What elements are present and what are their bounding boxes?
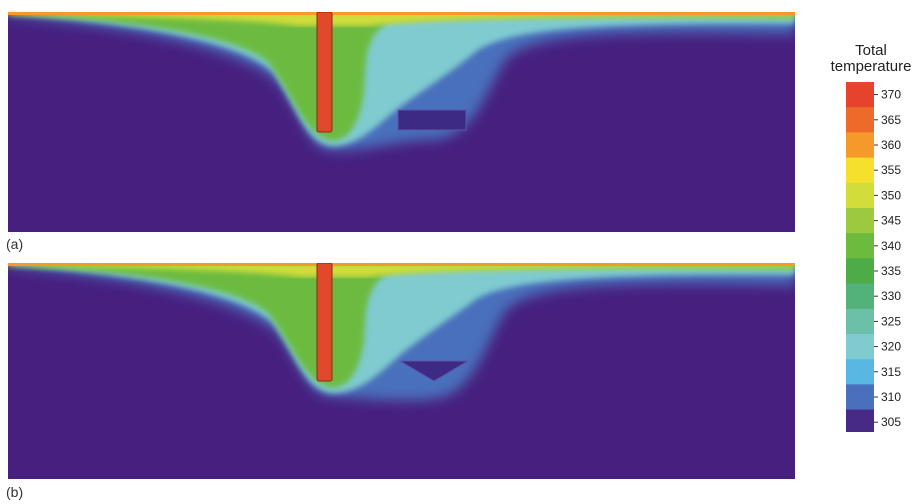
colorbar-tick-label: 325 xyxy=(881,314,901,328)
colorbar-tick-label: 340 xyxy=(881,239,901,253)
panel-a-label: (a) xyxy=(6,236,24,252)
colorbar-tick-label: 350 xyxy=(881,188,901,202)
colorbar-swatch xyxy=(846,283,874,310)
colorbar-tick-label: 330 xyxy=(881,289,901,303)
colorbar-tick-label: 365 xyxy=(881,113,901,127)
colorbar-tick-label: 360 xyxy=(881,138,901,152)
colorbar-swatch xyxy=(846,334,874,360)
panel-b-contour-plot xyxy=(8,263,795,479)
triangular-obstacle xyxy=(398,360,470,382)
colorbar-tick-label: 335 xyxy=(881,264,901,278)
rectangular-obstacle xyxy=(397,109,467,131)
colorbar-swatch xyxy=(846,82,874,108)
colorbar-swatch xyxy=(846,384,874,411)
colorbar-title-line1: Total xyxy=(855,42,887,59)
colorbar-swatch xyxy=(846,208,874,234)
colorbar-tick-label: 305 xyxy=(881,415,901,429)
colorbar-swatch xyxy=(846,157,874,184)
colorbar-tick-label: 370 xyxy=(881,88,901,102)
colorbar-tick-label: 310 xyxy=(881,390,901,404)
colorbar-swatch xyxy=(846,182,874,209)
colorbar-title-line2: temperature xyxy=(830,58,912,75)
colorbar-swatch xyxy=(846,258,874,285)
colorbar-tick-label: 355 xyxy=(881,163,901,177)
colorbar-legend: 370 365 360 355 350 345 340 335 330 325 320 315 310 3… xyxy=(846,82,901,432)
colorbar-swatch xyxy=(846,107,874,133)
heated-plate xyxy=(316,12,333,133)
colorbar-tick-label: 320 xyxy=(881,340,901,354)
colorbar-swatch xyxy=(846,308,874,335)
panel-b-temperature-field xyxy=(8,263,795,479)
colorbar-swatch xyxy=(846,233,874,259)
colorbar-tick-label: 315 xyxy=(881,365,901,379)
colorbar-tick-label: 345 xyxy=(881,214,901,228)
panel-a-temperature-field xyxy=(8,12,795,232)
panel-b-label: (b) xyxy=(6,484,24,500)
colorbar-swatch xyxy=(846,132,874,159)
colorbar-swatch xyxy=(846,359,874,385)
panel-a-contour-plot xyxy=(8,12,795,232)
heated-plate xyxy=(316,263,333,382)
colorbar-swatch xyxy=(846,409,874,432)
